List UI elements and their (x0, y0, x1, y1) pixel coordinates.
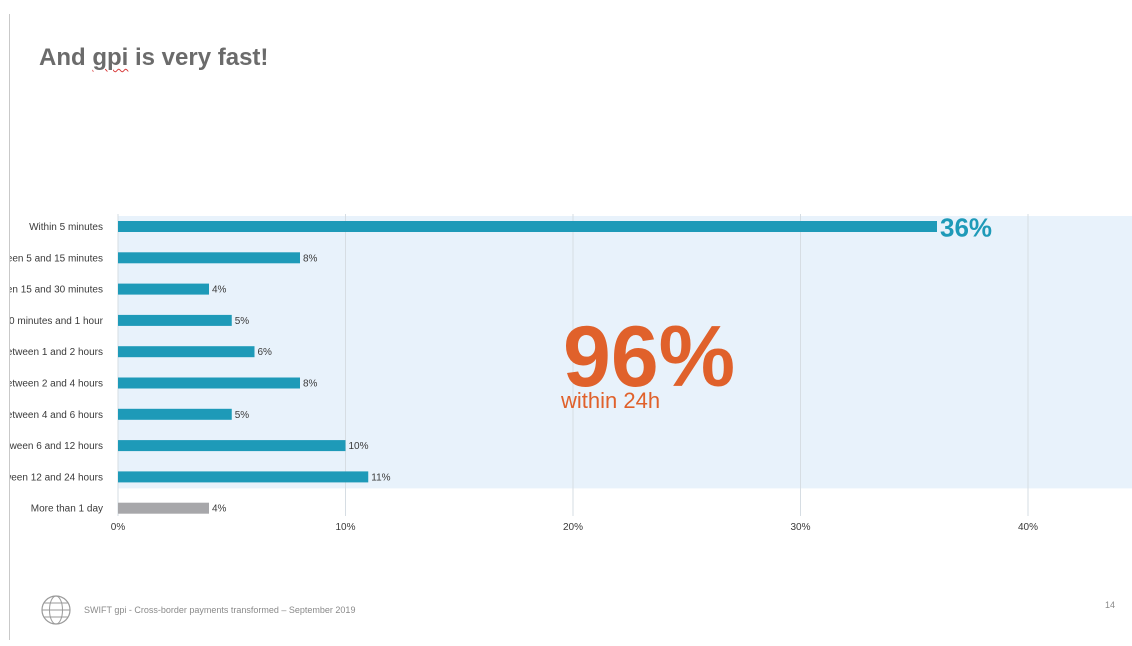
bar-7 (118, 440, 346, 452)
category-label-4: Between 1 and 2 hours (0, 347, 103, 358)
data-label-3: 5% (235, 316, 250, 327)
category-label-2: Between 15 and 30 minutes (0, 285, 103, 296)
callout-caption: within 24h (560, 388, 660, 413)
swift-globe-logo-icon (41, 595, 71, 625)
category-label-7: Between 6 and 12 hours (0, 441, 103, 452)
slide-footer: SWIFT gpi - Cross-border payments transf… (40, 594, 355, 626)
data-label-8: 11% (371, 472, 390, 483)
x-tick-label-2: 20% (563, 522, 583, 533)
bar-8 (118, 471, 369, 483)
category-label-6: Between 4 and 6 hours (0, 410, 103, 421)
category-labels: Within 5 minutes Between 5 and 15 minutes… (0, 222, 104, 515)
category-label-8: Between 12 and 24 hours (0, 472, 103, 483)
bar-1 (118, 252, 300, 264)
title-part-1: And (39, 44, 93, 71)
category-label-0: Within 5 minutes (29, 222, 103, 233)
x-tick-label-0: 0% (111, 522, 126, 533)
data-label-5: 8% (303, 379, 318, 390)
data-label-2: 4% (212, 285, 227, 296)
category-label-9: More than 1 day (31, 504, 103, 515)
bar-2 (118, 283, 209, 295)
data-label-1: 8% (303, 253, 318, 264)
x-tick-label-1: 10% (335, 522, 355, 533)
bar-4 (118, 346, 255, 358)
category-label-5: Between 2 and 4 hours (0, 379, 103, 390)
bar-3 (118, 314, 232, 326)
data-label-6: 5% (235, 410, 250, 421)
data-label-7: 10% (349, 441, 369, 452)
title-part-2: is very fast! (128, 44, 269, 71)
bar-9 (118, 502, 209, 514)
data-label-4: 6% (258, 347, 273, 358)
callout-value: 96% (563, 309, 735, 405)
category-label-1: Between 5 and 15 minutes (0, 253, 103, 264)
footer-text: SWIFT gpi - Cross-border payments transf… (84, 605, 356, 615)
category-label-3: Between 30 minutes and 1 hour (0, 316, 104, 327)
bar-6 (118, 408, 232, 420)
bar-5 (118, 377, 300, 389)
x-tick-label-3: 30% (790, 522, 810, 533)
slide-left-rule (9, 14, 10, 640)
page-number: 14 (1104, 600, 1115, 610)
slide-title: And gpi is very fast! (39, 44, 268, 72)
x-tick-label-4: 40% (1018, 522, 1038, 533)
title-gpi-word: gpi (92, 44, 129, 71)
data-label-0: 36% (940, 213, 992, 243)
data-label-9: 4% (212, 504, 227, 515)
bar-0 (118, 221, 937, 232)
